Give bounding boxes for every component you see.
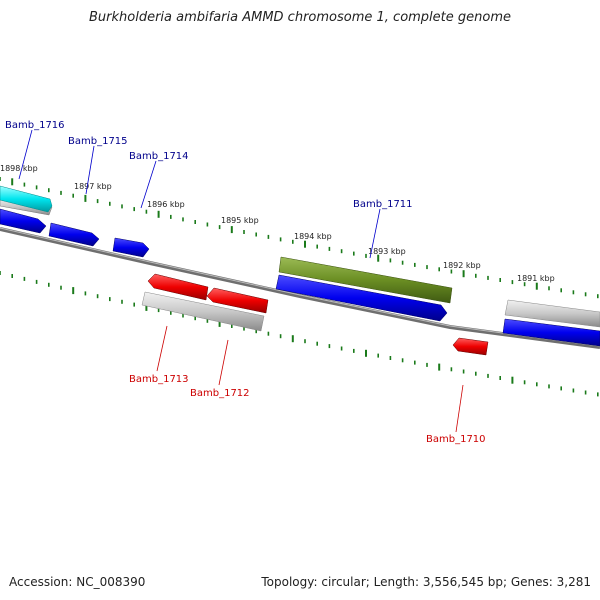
kbp-label-1896: 1896 kbp [147,200,185,209]
kbp-label-1893: 1893 kbp [368,247,406,256]
gene-reverse-1713 [147,273,209,301]
gene-forward-1716 [0,208,47,234]
gene-label-bamb-1713[interactable]: Bamb_1713 [129,374,189,385]
gene-shadow-1891 [504,299,600,328]
genome-backbone [0,227,600,349]
gene-label-bamb-1714[interactable]: Bamb_1714 [129,151,189,162]
leader-line-1716 [18,129,33,180]
gene-forward-1714 [112,237,150,258]
leader-line-1715 [85,145,95,195]
kbp-label-1894: 1894 kbp [294,232,332,241]
leader-line-1713 [156,325,168,372]
gene-label-bamb-1712[interactable]: Bamb_1712 [190,388,250,399]
tick-row-bottom [0,271,599,397]
gene-label-bamb-1715[interactable]: Bamb_1715 [68,136,128,147]
gene-label-bamb-1716[interactable]: Bamb_1716 [5,120,65,131]
gene-label-bamb-1711[interactable]: Bamb_1711 [353,199,413,210]
kbp-label-1892: 1892 kbp [443,261,481,270]
leader-line-1712 [218,339,229,386]
kbp-label-1891: 1891 kbp [517,274,555,283]
gene-reverse-1710 [452,337,489,356]
topology-text: Topology: circular; Length: 3,556,545 bp… [261,575,591,589]
tick-row-top [0,177,599,299]
gene-forward-1715 [48,222,100,247]
accession-text: Accession: NC_008390 [9,575,146,589]
leader-line-1710 [455,384,464,433]
gene-reverse-1712 [206,287,269,314]
gene-forward-1890 [502,318,600,347]
gene-shadow-1713 [141,291,265,332]
gene-1716-cyan [0,185,53,213]
kbp-label-1897: 1897 kbp [74,182,112,191]
leader-line-1711 [369,208,381,259]
gene-forward-1711 [275,274,448,322]
genome-backbone-highlight [0,227,600,347]
gene-label-bamb-1710[interactable]: Bamb_1710 [426,434,486,445]
kbp-label-1895: 1895 kbp [221,216,259,225]
gene-forward-1711-olive [278,256,453,304]
kbp-label-1898: 1898 kbp [0,164,38,173]
map-title: Burkholderia ambifaria AMMD chromosome 1… [88,10,512,25]
leader-line-1714 [140,160,157,209]
